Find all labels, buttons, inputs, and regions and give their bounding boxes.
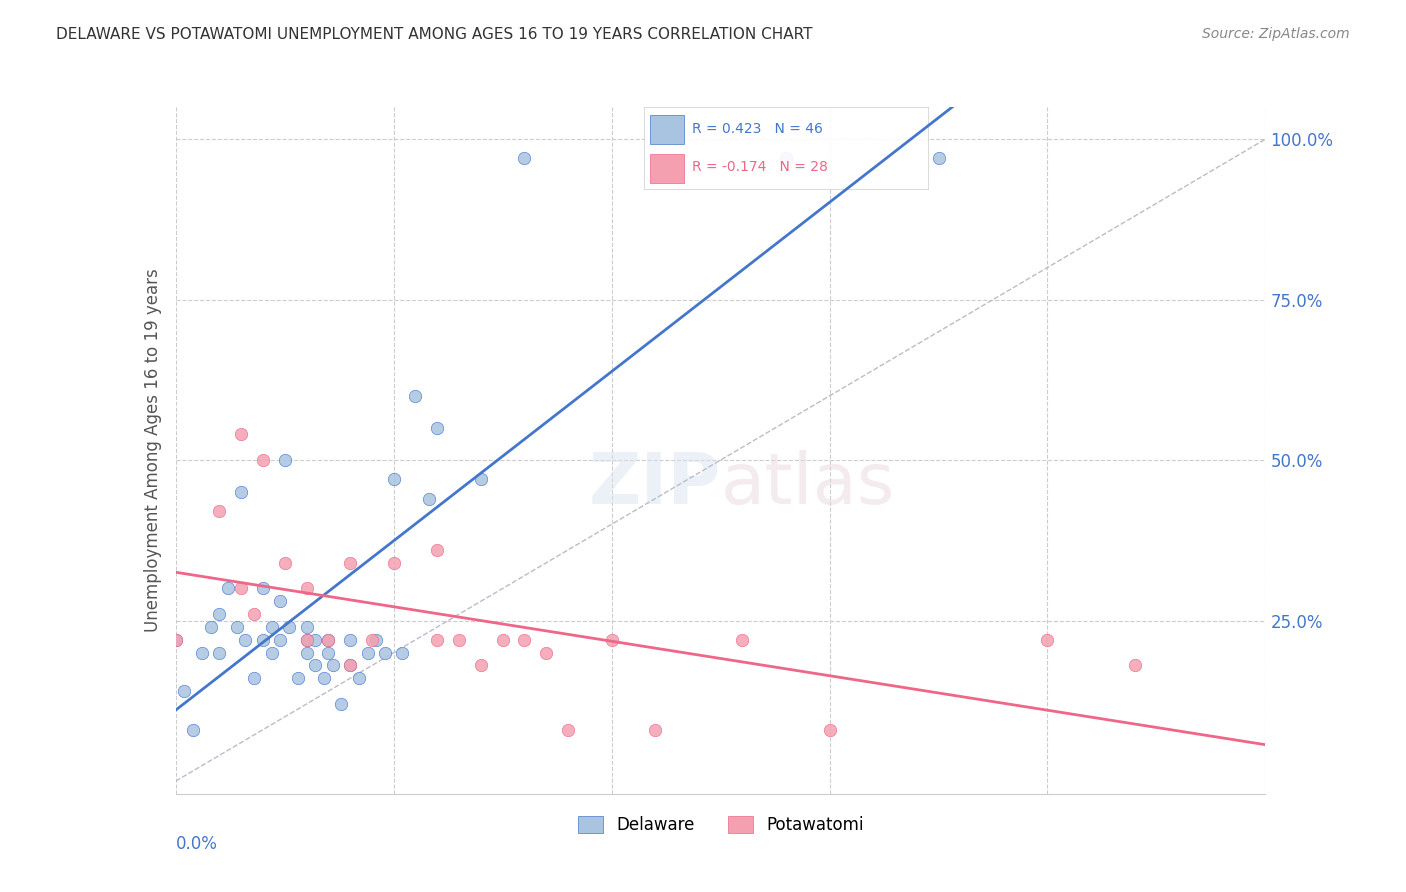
Point [347,671,370,685]
Point [274,556,297,570]
Point [208,504,231,518]
Point [818,723,841,737]
Point [295,582,318,596]
Point [775,152,797,166]
Point [418,491,440,506]
Point [928,152,950,166]
Point [278,620,301,634]
Point [391,646,413,660]
Point [339,556,361,570]
Point [339,658,361,673]
Point [1036,632,1059,647]
Point [1123,658,1146,673]
Point [173,684,195,698]
Text: Source: ZipAtlas.com: Source: ZipAtlas.com [1202,27,1350,41]
Point [225,620,247,634]
Point [312,671,335,685]
Text: 0.0%: 0.0% [176,835,218,853]
Point [260,620,283,634]
Point [191,646,214,660]
Point [318,632,340,647]
Point [382,472,405,486]
Point [644,723,666,737]
Point [181,723,204,737]
Point [360,632,382,647]
Point [322,658,344,673]
Point [231,582,253,596]
Point [269,594,291,608]
Point [492,632,515,647]
Point [252,453,274,467]
Point [557,723,579,737]
Point [731,632,754,647]
Point [243,671,266,685]
Point [295,646,318,660]
Point [252,582,274,596]
Point [243,607,266,622]
Point [231,427,253,442]
Point [260,646,283,660]
Point [470,472,492,486]
Point [382,556,405,570]
Point [426,543,449,558]
Point [426,421,449,435]
Point [426,632,449,647]
Point [235,632,257,647]
Point [295,620,318,634]
Point [295,632,318,647]
Point [200,620,222,634]
Point [252,632,274,647]
Text: ZIP: ZIP [588,450,721,519]
Point [165,632,187,647]
Point [208,607,231,622]
Point [208,646,231,660]
Point [534,646,557,660]
Point [374,646,396,660]
Point [447,632,470,647]
Point [274,453,297,467]
Legend: Delaware, Potawatomi: Delaware, Potawatomi [571,809,870,840]
Point [269,632,291,647]
Point [600,632,623,647]
Point [470,658,492,673]
Point [339,632,361,647]
Point [513,632,536,647]
Point [287,671,309,685]
Point [295,632,318,647]
Point [318,646,340,660]
Y-axis label: Unemployment Among Ages 16 to 19 years: Unemployment Among Ages 16 to 19 years [143,268,162,632]
Point [405,389,427,403]
Point [165,632,187,647]
Point [318,632,340,647]
Point [513,152,536,166]
Point [330,697,353,711]
Point [217,582,239,596]
Point [356,646,378,660]
Point [304,658,326,673]
Point [304,632,326,647]
Point [339,658,361,673]
Text: DELAWARE VS POTAWATOMI UNEMPLOYMENT AMONG AGES 16 TO 19 YEARS CORRELATION CHART: DELAWARE VS POTAWATOMI UNEMPLOYMENT AMON… [56,27,813,42]
Text: atlas: atlas [721,450,896,519]
Point [366,632,388,647]
Point [231,485,253,500]
